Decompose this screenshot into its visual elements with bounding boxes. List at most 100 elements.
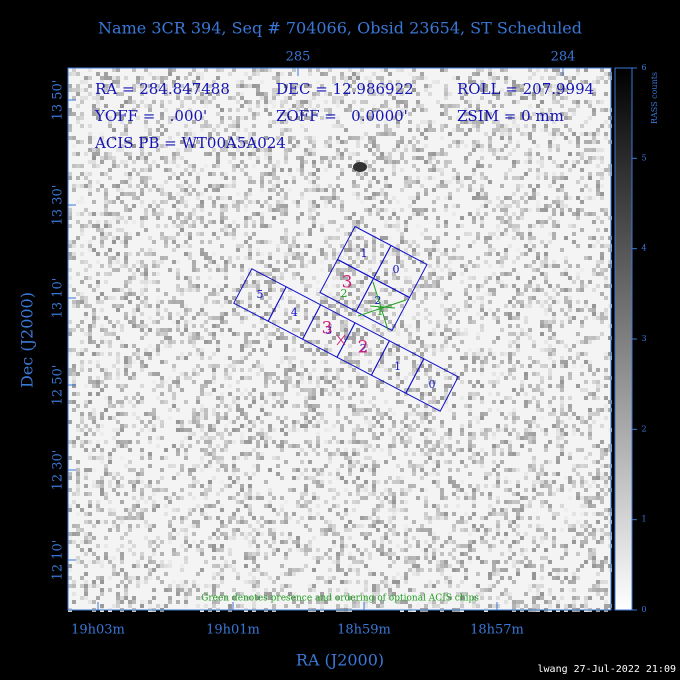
noise-pixel <box>364 100 368 104</box>
noise-pixel <box>216 68 220 72</box>
noise-pixel <box>376 124 380 128</box>
noise-pixel <box>480 144 484 148</box>
noise-pixel <box>396 144 400 148</box>
noise-pixel <box>312 476 316 480</box>
noise-pixel <box>216 340 220 344</box>
noise-pixel <box>384 260 388 264</box>
noise-pixel <box>392 276 396 280</box>
noise-pixel <box>516 232 520 236</box>
noise-pixel <box>292 136 296 140</box>
noise-pixel <box>528 92 532 96</box>
noise-pixel <box>500 220 504 224</box>
noise-pixel <box>260 220 264 224</box>
noise-pixel <box>360 120 364 124</box>
noise-pixel <box>504 428 508 432</box>
noise-pixel <box>224 196 228 200</box>
noise-pixel <box>428 380 432 384</box>
noise-pixel <box>260 92 264 96</box>
noise-pixel <box>208 132 212 136</box>
noise-pixel <box>460 120 464 124</box>
noise-pixel <box>424 308 428 312</box>
noise-pixel <box>588 424 592 428</box>
noise-pixel <box>292 340 296 344</box>
noise-pixel <box>516 300 520 304</box>
noise-pixel <box>204 312 208 316</box>
noise-pixel <box>80 328 84 332</box>
noise-pixel <box>208 100 212 104</box>
noise-pixel <box>412 484 416 488</box>
noise-pixel <box>120 340 124 344</box>
noise-pixel <box>528 68 532 72</box>
noise-pixel <box>312 172 316 176</box>
noise-pixel <box>148 168 152 172</box>
noise-pixel <box>576 68 580 72</box>
noise-pixel <box>360 400 364 404</box>
noise-pixel <box>76 184 80 188</box>
noise-pixel <box>228 144 232 148</box>
noise-pixel <box>264 380 268 384</box>
noise-pixel <box>428 456 432 460</box>
noise-pixel <box>420 76 424 80</box>
noise-pixel <box>188 484 192 488</box>
noise-pixel <box>176 244 180 248</box>
noise-pixel <box>356 248 360 252</box>
noise-pixel <box>140 448 144 452</box>
noise-pixel <box>204 496 208 500</box>
noise-pixel <box>508 168 512 172</box>
noise-pixel <box>176 300 180 304</box>
noise-pixel <box>584 132 588 136</box>
noise-pixel <box>492 152 496 156</box>
noise-pixel <box>72 68 76 72</box>
noise-pixel <box>588 340 592 344</box>
noise-pixel <box>144 212 148 216</box>
noise-pixel <box>328 136 332 140</box>
noise-pixel <box>552 424 556 428</box>
noise-pixel <box>88 224 92 228</box>
noise-pixel <box>304 428 308 432</box>
noise-pixel <box>376 412 380 416</box>
noise-pixel <box>568 76 572 80</box>
noise-pixel <box>364 420 368 424</box>
noise-pixel <box>132 344 136 348</box>
noise-pixel <box>80 80 84 84</box>
noise-pixel <box>264 272 268 276</box>
noise-pixel <box>364 484 368 488</box>
noise-pixel <box>72 392 76 396</box>
noise-pixel <box>264 148 268 152</box>
noise-pixel <box>204 492 208 496</box>
noise-pixel <box>428 364 432 368</box>
noise-pixel <box>248 244 252 248</box>
noise-pixel <box>600 196 604 200</box>
noise-pixel <box>332 424 336 428</box>
noise-pixel <box>368 180 372 184</box>
noise-pixel <box>180 468 184 472</box>
noise-pixel <box>188 212 192 216</box>
noise-pixel <box>316 80 320 84</box>
noise-pixel <box>476 336 480 340</box>
noise-pixel <box>168 344 172 348</box>
noise-pixel <box>152 408 156 412</box>
noise-pixel <box>432 176 436 180</box>
noise-pixel <box>588 256 592 260</box>
noise-pixel <box>300 172 304 176</box>
noise-pixel <box>308 284 312 288</box>
noise-pixel <box>416 496 420 500</box>
noise-pixel <box>536 288 540 292</box>
noise-pixel <box>320 392 324 396</box>
noise-pixel <box>280 168 284 172</box>
noise-pixel <box>300 388 304 392</box>
noise-pixel <box>552 492 556 496</box>
noise-pixel <box>216 420 220 424</box>
noise-pixel <box>160 360 164 364</box>
noise-pixel <box>600 312 604 316</box>
noise-pixel <box>416 76 420 80</box>
noise-pixel <box>172 464 176 468</box>
noise-pixel <box>464 132 468 136</box>
noise-pixel <box>288 116 292 120</box>
noise-pixel <box>152 388 156 392</box>
noise-pixel <box>160 328 164 332</box>
noise-pixel <box>352 76 356 80</box>
noise-pixel <box>444 444 448 448</box>
noise-pixel <box>268 492 272 496</box>
noise-pixel <box>424 88 428 92</box>
